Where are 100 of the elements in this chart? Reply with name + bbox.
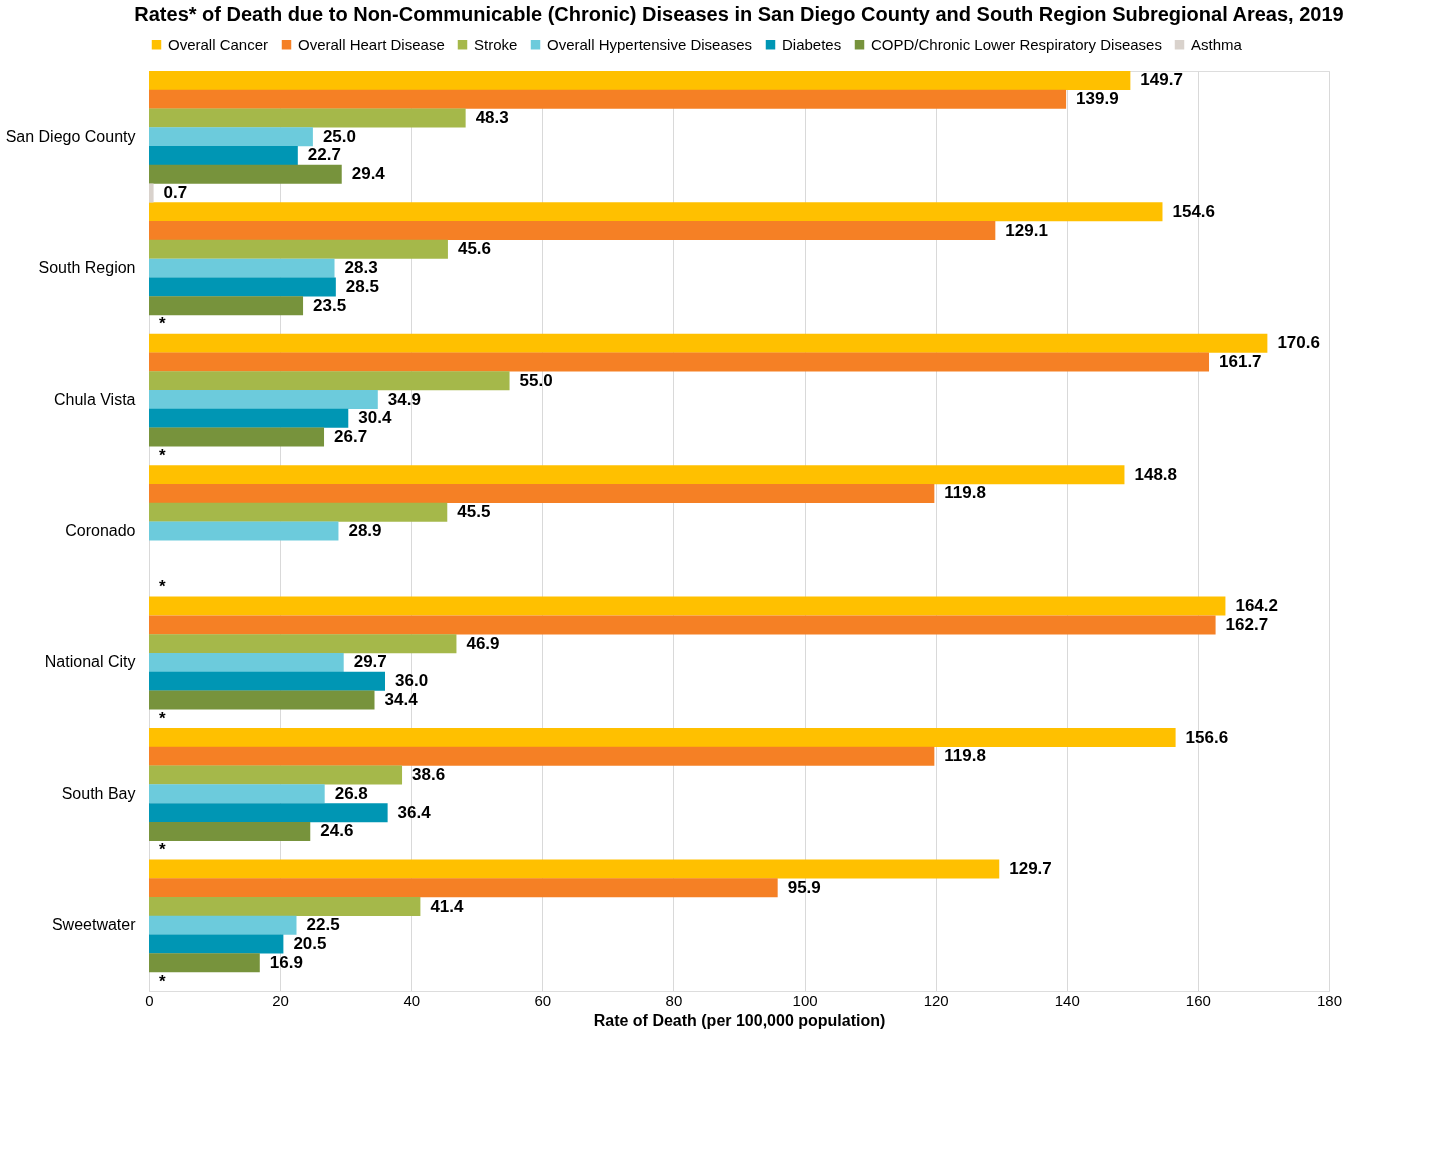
bar: [149, 221, 996, 241]
legend-label: COPD/Chronic Lower Respiratory Diseases: [871, 35, 1162, 53]
y-tick-label: San Diego County: [5, 127, 136, 145]
bar: [149, 465, 1125, 485]
data-label: 129.1: [1005, 220, 1048, 240]
bar: [149, 427, 325, 447]
x-tick-label: 180: [1316, 991, 1343, 1009]
data-label: 41.4: [430, 896, 465, 916]
data-label: 119.8: [944, 483, 986, 503]
data-label: 170.6: [1277, 333, 1320, 353]
y-tick-label: Chula Vista: [53, 390, 136, 408]
text: *: [159, 708, 166, 728]
legend-label: Diabetes: [782, 35, 842, 53]
bar: [149, 521, 339, 541]
data-label: 154.6: [1172, 201, 1216, 221]
bar: [149, 690, 375, 710]
bar: [149, 258, 335, 278]
legend-label: Overall Hypertensive Diseases: [547, 35, 753, 53]
data-label: 26.8: [334, 783, 368, 803]
chart-title: Rates* of Death due to Non-Communicable (Chronic) Diseases in San Diego County and South Region Subregional Areas, 2019: [134, 3, 1344, 25]
bar: [149, 502, 448, 522]
data-label: 45.5: [457, 502, 491, 522]
bar: [149, 239, 448, 259]
data-label: 45.6: [457, 239, 492, 259]
data-label: 36.4: [397, 802, 432, 822]
bar: [149, 333, 1268, 353]
x-tick-label: 140: [1054, 991, 1080, 1009]
x-tick-label: 160: [1185, 991, 1211, 1009]
bar: [149, 615, 1216, 635]
data-label: 24.6: [320, 821, 354, 841]
data-label: 156.6: [1185, 727, 1229, 747]
data-label: 20.5: [293, 934, 327, 954]
x-tick-label: 100: [792, 991, 818, 1009]
data-label: 149.7: [1140, 70, 1183, 90]
bar: [149, 164, 342, 184]
bar: [149, 878, 778, 898]
text: *: [159, 577, 166, 597]
data-label: 164.2: [1235, 596, 1278, 616]
y-tick-label: South Region: [38, 259, 136, 277]
data-label: 34.4: [384, 689, 419, 709]
bar: [149, 408, 349, 428]
bar: [149, 89, 1067, 109]
legend-label: Stroke: [474, 35, 518, 53]
text: *: [159, 840, 166, 860]
bar: [149, 671, 385, 691]
bar: [149, 352, 1210, 372]
y-tick-label: Coronado: [65, 522, 136, 539]
x-axis-title: Rate of Death (per 100,000 population): [593, 1011, 886, 1029]
bar: [149, 483, 935, 503]
bar: [149, 897, 421, 917]
bar: [149, 390, 378, 410]
bar: [149, 765, 403, 785]
data-label: 22.5: [306, 915, 340, 935]
bar: [149, 821, 311, 841]
bar: [149, 596, 1226, 616]
data-label: 139.9: [1076, 89, 1119, 109]
data-label: 26.7: [334, 427, 368, 447]
data-label: 55.0: [519, 370, 553, 390]
text: *: [159, 314, 166, 334]
text: *: [159, 971, 166, 991]
x-tick-label: 80: [665, 991, 683, 1009]
data-label: 29.4: [351, 164, 386, 184]
bar: [149, 634, 457, 654]
data-label: 38.6: [412, 765, 446, 785]
data-label: 48.3: [475, 107, 509, 127]
data-label: 25.0: [322, 126, 356, 146]
data-label: 29.7: [353, 652, 387, 672]
data-label: 28.9: [348, 521, 382, 540]
legend-label: Overall Heart Disease: [298, 35, 445, 53]
data-label: 28.5: [345, 276, 379, 296]
data-label: 30.4: [358, 408, 392, 428]
bar: [149, 127, 313, 147]
data-label: 22.7: [307, 145, 341, 165]
x-tick-label: 0: [145, 991, 154, 1009]
bar: [149, 108, 466, 128]
data-label: 119.8: [944, 746, 986, 766]
data-label: 162.7: [1225, 614, 1269, 634]
data-label: 23.5: [313, 295, 347, 315]
bar: [149, 953, 260, 973]
bar: [149, 183, 154, 203]
bar: [149, 296, 304, 316]
data-label: 46.9: [466, 633, 500, 653]
y-tick-label: Sweetwater: [51, 916, 137, 934]
data-label: 34.9: [387, 389, 421, 409]
bar: [149, 202, 1163, 222]
bar: [149, 803, 388, 823]
x-tick-label: 60: [534, 991, 552, 1009]
legend-label: Overall Cancer: [168, 35, 269, 53]
bar: [149, 728, 1176, 748]
data-label: 16.9: [269, 952, 303, 972]
x-tick-label: 40: [403, 991, 421, 1009]
data-label: 0.7: [163, 183, 188, 203]
bar: [149, 746, 935, 766]
data-label: 148.8: [1134, 464, 1178, 484]
text: *: [159, 445, 166, 465]
bar: [149, 915, 297, 935]
bar: [149, 371, 510, 391]
data-label: 95.9: [787, 877, 821, 897]
y-tick-label: South Bay: [61, 784, 136, 802]
bar: [149, 652, 344, 672]
